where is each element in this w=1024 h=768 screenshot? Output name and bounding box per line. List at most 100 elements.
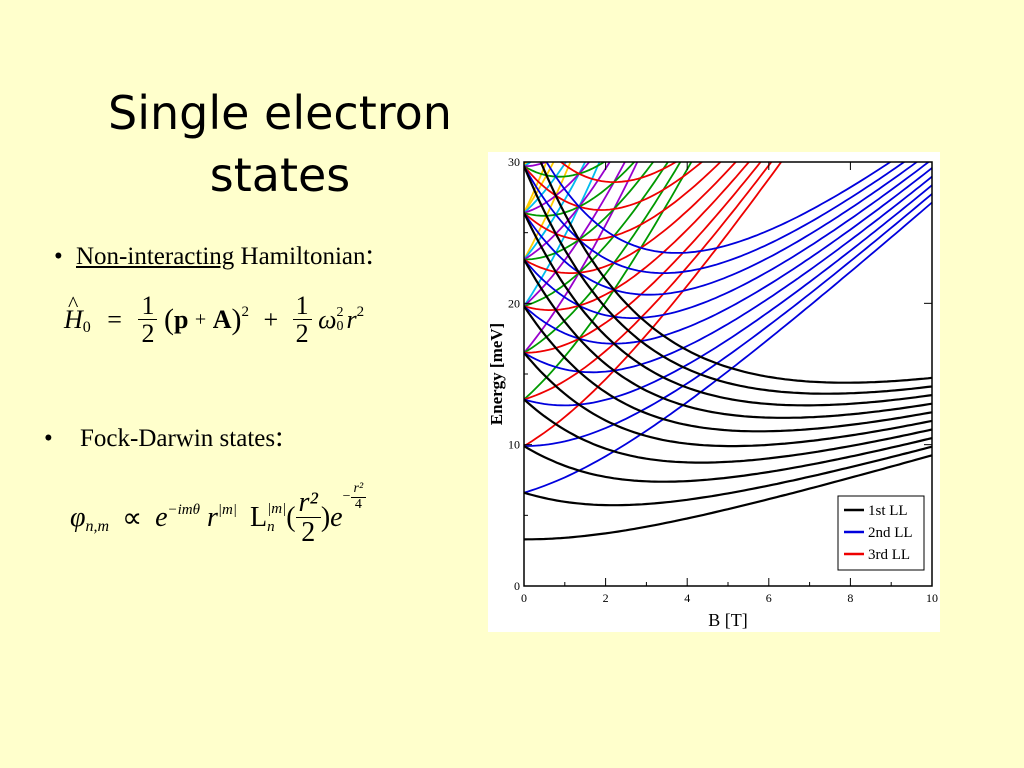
energy-curve-n2-m5 bbox=[559, 162, 678, 184]
right-paren: ) bbox=[231, 302, 242, 336]
bullet-dot: • bbox=[54, 243, 63, 270]
energy-curve-n1-m-1 bbox=[524, 162, 773, 401]
y-tick-label-30: 30 bbox=[508, 155, 520, 169]
fock-darwin-equation: φn,m ∝ e−imθ r|m| L |m| n ( r² 2 )e − r²… bbox=[70, 481, 367, 588]
bullet-colon: : bbox=[365, 238, 374, 271]
energy-curve-n2-m4 bbox=[524, 162, 704, 211]
slide-title-line2: states bbox=[209, 148, 351, 202]
h-symbol: H bbox=[64, 304, 83, 334]
energy-curve-n1-m0 bbox=[524, 193, 932, 447]
energy-curve-n2-m0 bbox=[524, 162, 762, 354]
energy-curve-n0-m-1 bbox=[524, 201, 932, 494]
legend: 1st LL 2nd LL 3rd LL bbox=[837, 495, 925, 571]
fock-darwin-plot: 0 2 4 6 8 10 0 10 20 30 B [T] Energy [meV] 1st LL… bbox=[487, 152, 940, 632]
omega-superscript: 2 bbox=[336, 304, 344, 320]
energy-curve-n1-m5 bbox=[524, 162, 919, 296]
x-tick-label-2: 2 bbox=[603, 591, 609, 605]
energy-curve-n2-m-2 bbox=[524, 162, 611, 261]
omega-symbol: ω bbox=[318, 304, 337, 334]
fraction-numerator: 1 bbox=[138, 292, 158, 321]
energy-curve-n0-m4 bbox=[524, 352, 932, 448]
r-superscript: 2 bbox=[356, 304, 365, 321]
hamiltonian-equation: H ^ 0 = 1 2 (p + A)2 + 1 2 ω 2 0 r2 bbox=[64, 290, 365, 372]
x-tick-label-8: 8 bbox=[847, 591, 853, 605]
energy-curve-n1-m4 bbox=[524, 162, 931, 320]
plus-sign: + bbox=[194, 308, 207, 331]
bullet-hamiltonian: • Non-interacting Hamiltonian: bbox=[54, 238, 374, 272]
energy-curve-n0-m7 bbox=[524, 212, 932, 407]
y-tick-label-20: 20 bbox=[508, 296, 520, 310]
legend-label-1: 2nd LL bbox=[868, 525, 913, 541]
fraction-numerator-2: 1 bbox=[292, 292, 312, 321]
x-tick-label-10: 10 bbox=[926, 591, 938, 605]
fraction-denominator-3: 2 bbox=[301, 517, 316, 549]
gauss-numerator: r² bbox=[350, 481, 367, 498]
x-tick-label-4: 4 bbox=[684, 591, 690, 605]
phi-symbol: φ bbox=[70, 501, 86, 533]
bullet-text-2: Fock-Darwin states bbox=[80, 425, 276, 452]
energy-curve-n0-m1 bbox=[524, 445, 932, 507]
fraction-denominator: 2 bbox=[141, 319, 155, 349]
momentum-symbol: p bbox=[173, 304, 189, 334]
gauss-fraction: r² 4 bbox=[350, 481, 367, 512]
exp-e: e bbox=[155, 501, 168, 533]
abs-m-exponent: |m| bbox=[217, 501, 238, 518]
vector-potential-symbol: A bbox=[212, 304, 232, 334]
energy-curve-n2-m1 bbox=[524, 162, 751, 312]
left-paren-2: ( bbox=[286, 501, 296, 533]
x-tick-label-6: 6 bbox=[766, 591, 772, 605]
exp-phase: −imθ bbox=[167, 501, 201, 518]
fraction-half: 1 2 bbox=[138, 292, 158, 349]
gauss-minus: − bbox=[342, 489, 351, 505]
laguerre-subscript: n bbox=[267, 518, 275, 535]
square-exponent: 2 bbox=[241, 304, 249, 321]
axis-ticks: 0 2 4 6 8 10 0 10 20 30 bbox=[508, 155, 938, 605]
bullet-dot-2: • bbox=[44, 425, 53, 452]
energy-curve-n0-m0 bbox=[524, 454, 932, 541]
phi-subscript: n,m bbox=[85, 517, 110, 535]
y-tick-label-0: 0 bbox=[514, 579, 520, 593]
bullet-underlined-text: Non-interacting bbox=[76, 243, 235, 270]
energy-curves bbox=[524, 162, 932, 541]
energy-curve-n0-m-8 bbox=[524, 162, 527, 167]
energy-curve-n3-m-2 bbox=[524, 162, 533, 167]
energy-curve-n2-m-4 bbox=[524, 162, 529, 167]
r-symbol-2: r bbox=[207, 501, 218, 533]
bullet-colon-2: : bbox=[275, 420, 284, 453]
slide-title-line1: Single electron bbox=[108, 86, 452, 140]
fraction-half-2: 1 2 bbox=[292, 292, 312, 348]
chart-svg: 0 2 4 6 8 10 0 10 20 30 B [T] Energy [meV] 1st LL… bbox=[487, 155, 938, 630]
energy-curve-n1-m1 bbox=[524, 184, 932, 407]
energy-curve-n3-m2 bbox=[524, 162, 606, 178]
left-paren: ( bbox=[163, 302, 174, 336]
legend-label-0: 1st LL bbox=[868, 503, 908, 519]
energy-curve-n1-m-6 bbox=[524, 162, 528, 167]
bullet-fock-darwin: • Fock-Darwin states: bbox=[44, 420, 283, 454]
energy-curve-n0-m-4 bbox=[524, 162, 639, 354]
energy-curve-n1-m6 bbox=[524, 162, 906, 274]
equals-sign: = bbox=[107, 304, 122, 334]
fraction-r2-over-2: r² 2 bbox=[295, 488, 321, 549]
r-symbol: r bbox=[346, 304, 357, 334]
hat-symbol: ^ bbox=[68, 290, 79, 316]
slide-title: Single electron states bbox=[60, 82, 500, 206]
energy-curve-n1-m3 bbox=[524, 167, 932, 345]
omega-subscript: 0 bbox=[336, 318, 344, 334]
energy-curve-n0-m5 bbox=[524, 305, 932, 433]
right-paren-2: ) bbox=[320, 501, 331, 533]
energy-curve-n3-m0 bbox=[524, 162, 655, 261]
energy-curve-n1-m-2 bbox=[524, 162, 682, 354]
energy-curve-n1-m7 bbox=[545, 162, 892, 254]
y-tick-label-10: 10 bbox=[508, 438, 520, 452]
fraction-numerator-3: r² bbox=[295, 488, 321, 519]
legend-label-2: 3rd LL bbox=[868, 547, 910, 563]
energy-curve-n0-m9 bbox=[539, 162, 932, 384]
x-axis-label: B [T] bbox=[708, 610, 748, 630]
proportional-sign: ∝ bbox=[122, 502, 143, 534]
energy-curve-n2-m3 bbox=[524, 162, 722, 241]
energy-curve-n0-m8 bbox=[524, 165, 932, 395]
energy-curve-n3-m1 bbox=[524, 162, 636, 217]
gauss-denominator: 4 bbox=[354, 496, 362, 512]
y-axis-label: Energy [meV] bbox=[488, 323, 506, 425]
laguerre-superscript: |m| bbox=[267, 500, 287, 517]
